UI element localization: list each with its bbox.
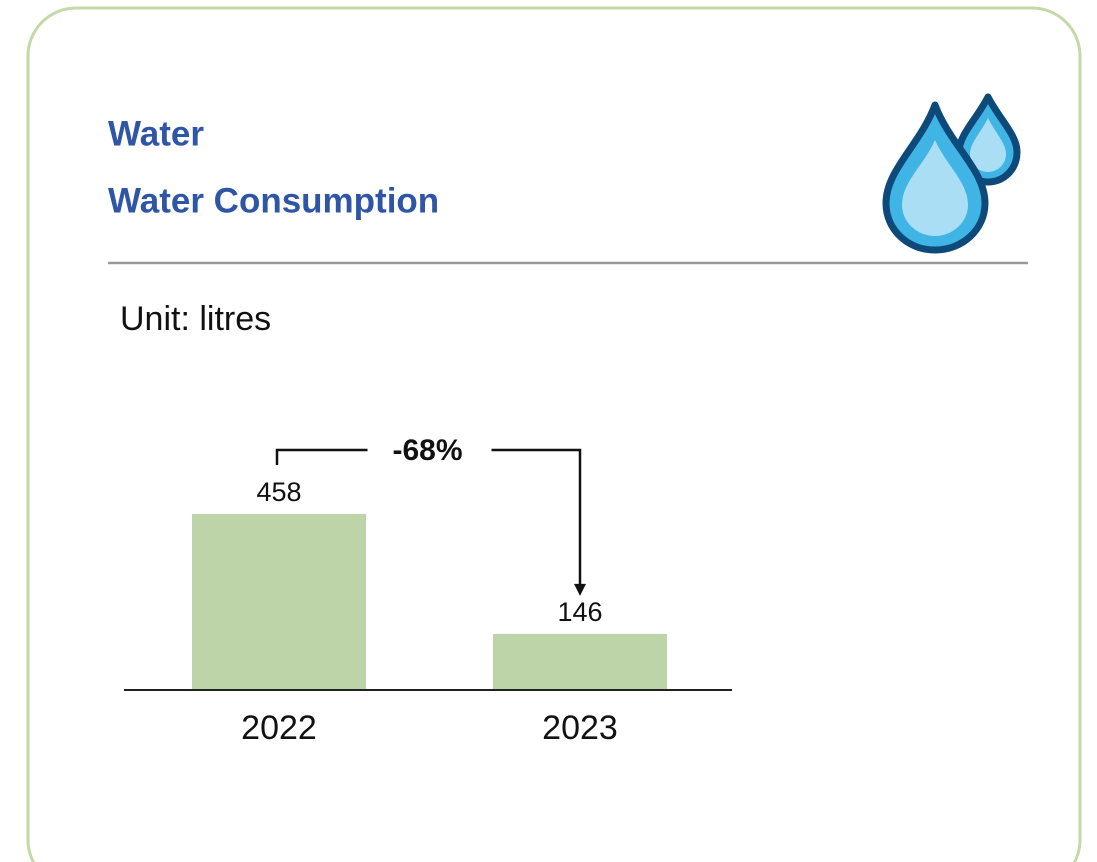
unit-label: Unit: litres: [120, 300, 271, 338]
x-tick-label: 2023: [542, 709, 618, 747]
change-bracket: [275, 448, 582, 586]
bar: [493, 633, 667, 690]
change-arrowhead: [574, 583, 586, 596]
water-icon: [882, 93, 1021, 254]
value-label: 458: [256, 477, 301, 507]
bar: [192, 514, 366, 690]
x-tick-label: 2022: [241, 709, 317, 747]
chart-subtitle: Water Consumption: [108, 181, 439, 220]
value-label: 146: [557, 597, 602, 627]
change-annotation: -68%: [392, 434, 462, 467]
chart-title: Water: [108, 114, 204, 153]
plot: 458 2022 146 2023 -68%: [124, 434, 732, 747]
